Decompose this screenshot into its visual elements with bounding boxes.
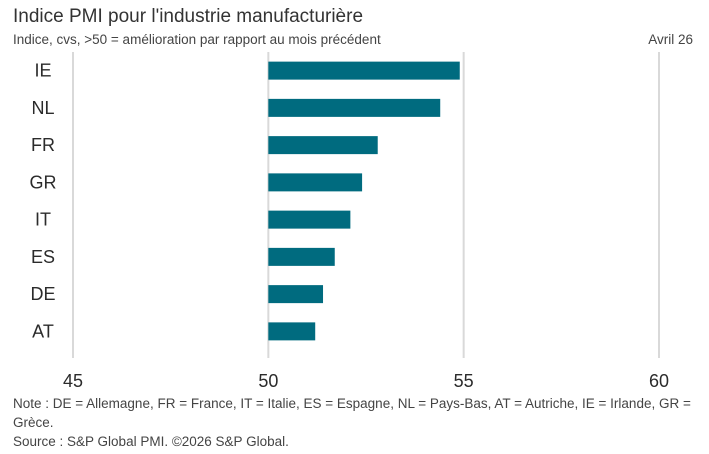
bar-es (268, 247, 335, 266)
x-tick-label-50: 50 (258, 371, 278, 391)
chart-subtitle: Indice, cvs, >50 = amélioration par rapp… (13, 32, 381, 47)
bar-fr (268, 136, 378, 155)
bar-gr (268, 173, 363, 192)
chart-source: Source : S&P Global PMI. ©2026 S&P Globa… (13, 434, 289, 449)
category-label-it: IT (35, 210, 51, 230)
category-label-fr: FR (31, 135, 55, 155)
bar-de (268, 285, 324, 304)
bar-it (268, 210, 351, 229)
category-label-es: ES (31, 247, 55, 267)
chart-date: Avril 26 (648, 32, 693, 47)
category-label-nl: NL (31, 98, 54, 118)
x-tick-label-45: 45 (63, 371, 83, 391)
bar-at (268, 322, 316, 341)
chart-note: Note : DE = Allemagne, FR = France, IT =… (13, 396, 691, 430)
category-label-de: DE (30, 284, 55, 304)
x-tick-label-55: 55 (454, 371, 474, 391)
x-tick-label-60: 60 (649, 371, 669, 391)
chart-title: Indice PMI pour l'industrie manufacturiè… (13, 6, 364, 27)
bar-nl (268, 98, 441, 117)
category-label-at: AT (32, 321, 54, 341)
category-label-ie: IE (34, 61, 51, 81)
category-label-gr: GR (30, 172, 57, 192)
bar-ie (268, 61, 460, 80)
